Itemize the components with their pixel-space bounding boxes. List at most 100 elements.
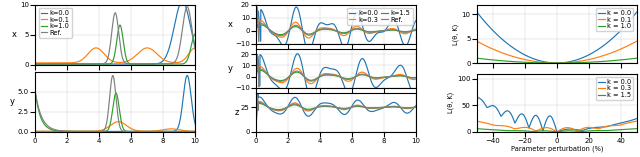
Legend: k=0.0, k=0.3, k=1.5, Ref.: k=0.0, k=0.3, k=1.5, Ref. <box>347 8 413 25</box>
k = 1.5 <box>598 130 605 132</box>
k=1.5 <box>408 30 415 32</box>
Y-axis label: L(θ, K): L(θ, K) <box>448 92 454 113</box>
k=0.0 <box>330 24 338 25</box>
k=1.0 <box>134 63 141 65</box>
Ref. <box>408 30 415 32</box>
k=1.0 <box>170 63 177 65</box>
Y-axis label: z: z <box>235 108 239 117</box>
k = 1.0 <box>543 62 551 64</box>
k = 0.3 <box>473 120 481 122</box>
k=1.0 <box>41 63 49 65</box>
k = 1.0 <box>583 61 591 63</box>
k=0.0 <box>179 0 186 2</box>
k=1.5 <box>378 30 386 32</box>
k=1.5 <box>260 25 268 27</box>
Legend: k = 0.0, k = 0.1, k = 1.0: k = 0.0, k = 0.1, k = 1.0 <box>596 8 634 31</box>
Y-axis label: x: x <box>12 30 17 39</box>
Legend: k = 0.0, k = 0.3, k = 1.5: k = 0.0, k = 0.3, k = 1.5 <box>596 77 634 100</box>
Y-axis label: L(θ, K): L(θ, K) <box>452 23 459 44</box>
k = 1.5 <box>633 128 640 130</box>
k = 0.3 <box>601 126 609 128</box>
k=0.3 <box>408 30 415 32</box>
Line: Ref.: Ref. <box>35 7 195 64</box>
k=0.0 <box>252 30 260 32</box>
k=0.0 <box>378 31 386 33</box>
k = 0.0 <box>601 44 609 46</box>
k=0.0 <box>260 15 268 17</box>
k=1.0 <box>31 63 39 65</box>
Ref. <box>183 6 191 8</box>
k = 1.0 <box>633 57 640 59</box>
k = 0.0 <box>598 126 605 128</box>
k = 0.0 <box>633 11 640 13</box>
k = 0.3 <box>553 131 561 133</box>
Line: k = 1.5: k = 1.5 <box>477 129 637 132</box>
Legend: k=0.0, k=0.1, k=1.0, Ref.: k=0.0, k=0.1, k=1.0, Ref. <box>38 8 72 38</box>
k = 0.0 <box>633 118 640 119</box>
k=0.3 <box>408 30 415 32</box>
k = 0.3 <box>633 120 640 122</box>
k=0.0 <box>129 63 136 65</box>
k = 0.0 <box>490 30 497 32</box>
k = 0.3 <box>538 128 545 130</box>
k = 0.0 <box>543 61 551 63</box>
Ref. <box>124 63 132 65</box>
k=0.0 <box>326 23 333 25</box>
Ref. <box>260 24 268 26</box>
k = 0.0 <box>598 46 605 48</box>
k = 1.0 <box>490 59 497 61</box>
k = 1.5 <box>583 130 591 132</box>
k=0.0 <box>153 63 161 65</box>
k = 1.0 <box>538 62 545 64</box>
k = 0.1 <box>601 54 609 56</box>
Line: k = 1.0: k = 1.0 <box>477 58 637 63</box>
k = 0.0 <box>553 131 561 133</box>
Ref. <box>326 28 333 30</box>
Ref. <box>378 30 386 32</box>
k = 0.0 <box>583 55 591 57</box>
Line: k=0.0: k=0.0 <box>256 7 416 51</box>
k = 1.5 <box>553 131 561 133</box>
Ref. <box>129 63 136 65</box>
k=1.5 <box>276 34 284 36</box>
Line: k=1.0: k=1.0 <box>35 25 195 64</box>
k=0.1 <box>31 62 39 64</box>
k=0.3 <box>252 30 260 32</box>
k = 1.0 <box>598 61 605 62</box>
k=0.1 <box>41 62 49 64</box>
k=1.0 <box>124 62 132 64</box>
Line: k = 0.0: k = 0.0 <box>477 97 637 132</box>
k=0.1 <box>153 53 161 54</box>
Ref. <box>408 30 415 32</box>
k=0.1 <box>133 53 141 55</box>
X-axis label: Parameter perturbation (%): Parameter perturbation (%) <box>511 146 603 152</box>
k = 0.3 <box>490 124 497 126</box>
Ref. <box>153 63 161 65</box>
k = 0.0 <box>543 117 551 119</box>
Ref. <box>191 49 199 51</box>
k=0.3 <box>330 29 338 30</box>
Line: Ref.: Ref. <box>256 7 416 41</box>
k = 0.0 <box>490 105 497 107</box>
k=0.3 <box>412 28 420 30</box>
Y-axis label: y: y <box>228 64 233 73</box>
Ref. <box>330 29 338 31</box>
k = 1.5 <box>538 130 545 132</box>
k = 0.0 <box>473 11 481 13</box>
k=0.0 <box>31 63 39 65</box>
k=1.5 <box>412 29 420 31</box>
k=1.5 <box>326 29 333 30</box>
k=1.5 <box>408 30 415 32</box>
Ref. <box>412 29 420 31</box>
k=0.3 <box>378 30 386 32</box>
k = 0.1 <box>543 62 551 64</box>
Line: k=1.5: k=1.5 <box>256 24 416 35</box>
k = 0.3 <box>543 127 551 129</box>
k = 1.5 <box>601 130 609 132</box>
k = 0.0 <box>553 62 561 64</box>
k = 1.5 <box>490 129 497 131</box>
Ref. <box>253 6 261 8</box>
k = 0.0 <box>583 128 591 130</box>
k=0.1 <box>124 60 132 62</box>
Line: k=0.3: k=0.3 <box>256 20 416 38</box>
